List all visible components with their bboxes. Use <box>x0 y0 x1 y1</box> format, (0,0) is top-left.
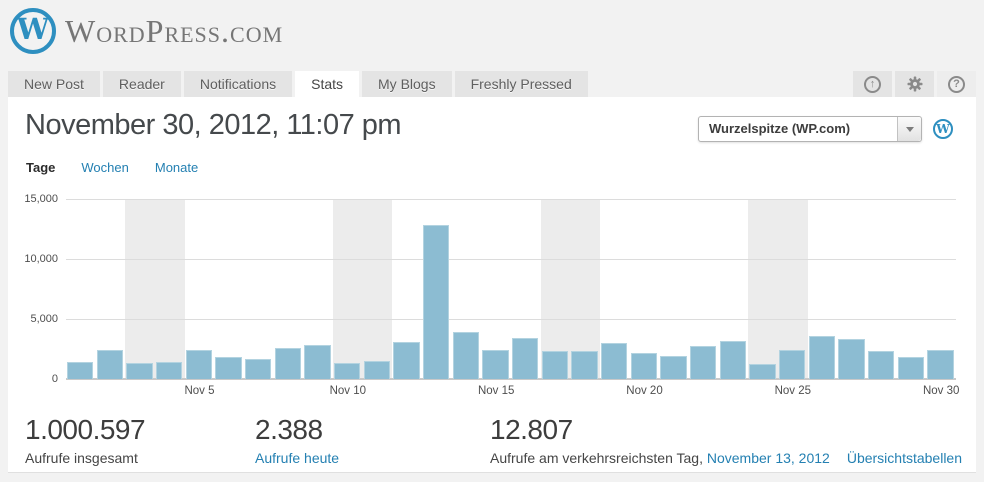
chart-bar[interactable] <box>897 357 925 379</box>
chart-bar[interactable] <box>719 341 747 379</box>
x-axis-label: Nov 5 <box>184 385 215 397</box>
chart-bar[interactable] <box>779 350 806 379</box>
y-axis-label: 15,000 <box>24 193 58 205</box>
stat-total-views-value: 1.000.597 <box>25 414 146 445</box>
chevron-down-icon <box>905 126 914 132</box>
chart-bar[interactable] <box>67 362 94 379</box>
stat-busiest-day: 12.807 Aufrufe am verkehrsreichsten Tag,… <box>490 413 830 466</box>
stat-views-today-value: 2.388 <box>255 414 323 445</box>
page-title: November 30, 2012, 11:07 pm <box>25 109 402 141</box>
views-chart: 0 5,000 10,000 15,000 Nov 5 Nov 10 Nov 15 Nov 2… <box>24 193 959 397</box>
chart-bar[interactable] <box>304 345 331 379</box>
x-axis-label: Nov 30 <box>922 385 960 397</box>
tab-notifications[interactable]: Notifications <box>183 71 293 97</box>
tab-stats[interactable]: Stats <box>295 71 360 99</box>
x-axis-label: Nov 10 <box>329 385 367 397</box>
stat-busiest-day-label: Aufrufe am verkehrsreichsten Tag, <box>490 450 707 466</box>
help-button[interactable]: ? <box>937 71 976 97</box>
gear-icon <box>907 76 922 92</box>
wordpress-logo[interactable]: W WordPress.com <box>10 8 283 54</box>
publish-icon: ↑ <box>864 75 881 93</box>
main-navigation: New Post Reader Notifications Stats My Blogs… <box>8 71 976 99</box>
stat-busiest-day-value: 12.807 <box>490 414 573 445</box>
chart-bar[interactable] <box>452 332 480 379</box>
nav-tabs: New Post Reader Notifications Stats My Blogs… <box>8 71 591 99</box>
chart-bar[interactable] <box>868 351 895 379</box>
gridline <box>66 199 956 200</box>
chart-bar[interactable] <box>482 350 509 379</box>
weekend-band <box>748 199 808 379</box>
chart-bar[interactable] <box>96 350 124 379</box>
publish-button[interactable]: ↑ <box>853 71 892 97</box>
chart-bar[interactable] <box>512 338 539 379</box>
wordpress-w-icon: W <box>10 8 56 54</box>
chart-bar[interactable] <box>215 357 242 379</box>
chart-bar[interactable] <box>274 348 302 379</box>
chart-bar[interactable] <box>541 351 569 379</box>
blog-selector[interactable]: Wurzelspitze (WP.com) <box>698 116 922 142</box>
chart-bar[interactable] <box>838 339 865 379</box>
stat-total-views: 1.000.597 Aufrufe insgesamt <box>25 413 146 466</box>
chart-bar[interactable] <box>808 336 836 379</box>
chart-bar[interactable] <box>156 362 183 379</box>
chart-bar[interactable] <box>927 350 954 379</box>
tab-reader[interactable]: Reader <box>102 71 181 97</box>
stat-views-today: 2.388 Aufrufe heute <box>255 413 339 466</box>
gridline <box>66 319 956 320</box>
wordpress-badge-icon[interactable]: W <box>933 119 953 139</box>
settings-button[interactable] <box>895 71 934 97</box>
y-axis-label: 0 <box>51 373 58 385</box>
overview-tables-link[interactable]: Übersichtstabellen <box>846 450 962 466</box>
weekend-band <box>125 199 185 379</box>
chart-bar[interactable] <box>363 361 391 379</box>
blog-selector-value: Wurzelspitze (WP.com) <box>709 121 851 136</box>
weekend-band <box>333 199 393 379</box>
stat-views-today-label-link[interactable]: Aufrufe heute <box>255 450 340 466</box>
chart-bar[interactable] <box>334 363 361 379</box>
y-axis-label: 10,000 <box>24 253 58 265</box>
x-axis-label: Nov 20 <box>626 385 663 397</box>
gridline <box>66 259 956 260</box>
chart-bar[interactable] <box>423 225 450 379</box>
logo-text: WordPress.com <box>65 12 284 49</box>
view-tab-wochen[interactable]: Wochen <box>81 160 129 175</box>
x-axis-label: Nov 15 <box>477 385 515 397</box>
chart-bar[interactable] <box>690 346 717 379</box>
view-tabs: Tage Wochen Monate <box>26 160 224 175</box>
tab-freshly-pressed[interactable]: Freshly Pressed <box>454 71 588 97</box>
y-axis-label: 5,000 <box>30 313 58 325</box>
help-icon: ? <box>948 75 965 93</box>
x-axis-label: Nov 25 <box>774 385 812 397</box>
blog-selector-dropdown-button[interactable] <box>897 117 921 141</box>
stat-total-views-label: Aufrufe insgesamt <box>25 450 138 466</box>
chart-bar[interactable] <box>126 363 153 379</box>
view-tab-tage[interactable]: Tage <box>26 160 56 175</box>
busiest-day-date-link[interactable]: November 13, 2012 <box>706 450 830 466</box>
gridline <box>66 378 956 380</box>
chart-bar[interactable] <box>571 351 598 379</box>
chart-bar[interactable] <box>185 350 213 379</box>
view-tab-monate[interactable]: Monate <box>154 160 199 175</box>
chart-bar[interactable] <box>245 359 272 379</box>
tab-my-blogs[interactable]: My Blogs <box>362 71 452 97</box>
weekend-band <box>540 199 600 379</box>
chart-bar[interactable] <box>749 364 776 379</box>
chart-bar[interactable] <box>601 343 628 379</box>
tab-new-post[interactable]: New Post <box>8 71 100 97</box>
chart-bar[interactable] <box>393 342 420 379</box>
chart-bar[interactable] <box>660 356 687 379</box>
chart-bar[interactable] <box>630 353 658 379</box>
stats-panel: November 30, 2012, 11:07 pm Wurzelspitze… <box>8 97 976 473</box>
